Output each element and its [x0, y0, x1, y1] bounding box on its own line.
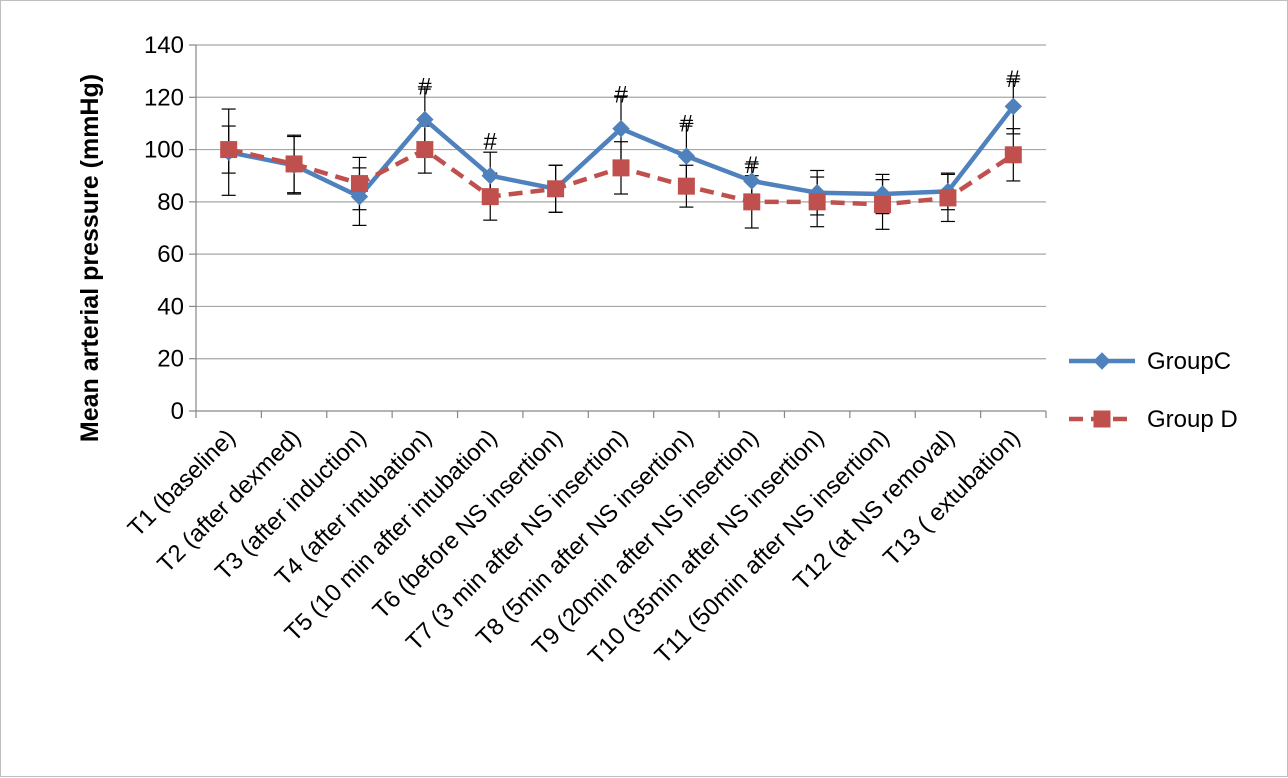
data-point-groupc	[1004, 97, 1023, 116]
data-point-groupc	[743, 172, 761, 190]
data-point-group-d	[416, 141, 434, 159]
data-point-groupc	[350, 187, 369, 206]
significance-marker: #	[484, 129, 498, 156]
data-point-groupc	[612, 119, 630, 138]
data-point-group-d	[481, 188, 499, 206]
legend-label-group-d: Group D	[1147, 406, 1238, 433]
significance-marker: #	[745, 152, 759, 179]
y-tick-label: 100	[144, 137, 184, 164]
y-tick-label: 20	[157, 346, 184, 373]
significance-marker: #	[418, 74, 432, 101]
data-point-group-d	[350, 175, 368, 193]
legend: GroupC Group D	[1069, 348, 1238, 433]
legend-marker-group-d	[1093, 410, 1111, 428]
data-point-group-d	[939, 189, 957, 207]
data-point-groupc	[677, 147, 696, 165]
significance-marker: #	[680, 110, 694, 137]
y-tick-labels: 0 20 40 60 80 100 120 140	[144, 32, 184, 425]
legend-marker-groupc	[1093, 352, 1111, 370]
data-point-group-d	[547, 180, 565, 198]
y-axis-label: Mean arterial pressure (mmHg)	[76, 74, 104, 442]
y-tick-label: 0	[171, 398, 184, 425]
significance-annotations: # # # # # #	[418, 66, 1020, 179]
y-tick-label: 140	[144, 32, 184, 59]
data-point-group-d	[612, 159, 630, 177]
y-tick-label: 40	[157, 293, 184, 320]
y-tick-label: 80	[157, 189, 184, 216]
data-point-groupc	[481, 167, 499, 185]
y-tick-label: 120	[144, 84, 184, 111]
series-markers	[219, 97, 1023, 213]
data-point-group-d	[1004, 146, 1022, 164]
axes	[189, 44, 1047, 418]
data-point-group-d	[874, 195, 892, 213]
x-tick-labels: T1 (baseline)T2 (after dexmed)T3 (after …	[123, 424, 1026, 670]
legend-label-groupc: GroupC	[1147, 348, 1231, 375]
y-tick-label: 60	[157, 241, 184, 268]
data-point-group-d	[677, 177, 695, 195]
data-point-group-d	[220, 141, 238, 159]
data-point-groupc	[416, 110, 434, 129]
x-tick-label: T10 (35min after NS insertion)	[583, 424, 829, 670]
significance-marker: #	[614, 82, 628, 109]
significance-marker: #	[1007, 66, 1021, 93]
data-point-group-d	[743, 193, 761, 211]
data-point-group-d	[285, 155, 303, 173]
data-point-group-d	[808, 193, 826, 211]
